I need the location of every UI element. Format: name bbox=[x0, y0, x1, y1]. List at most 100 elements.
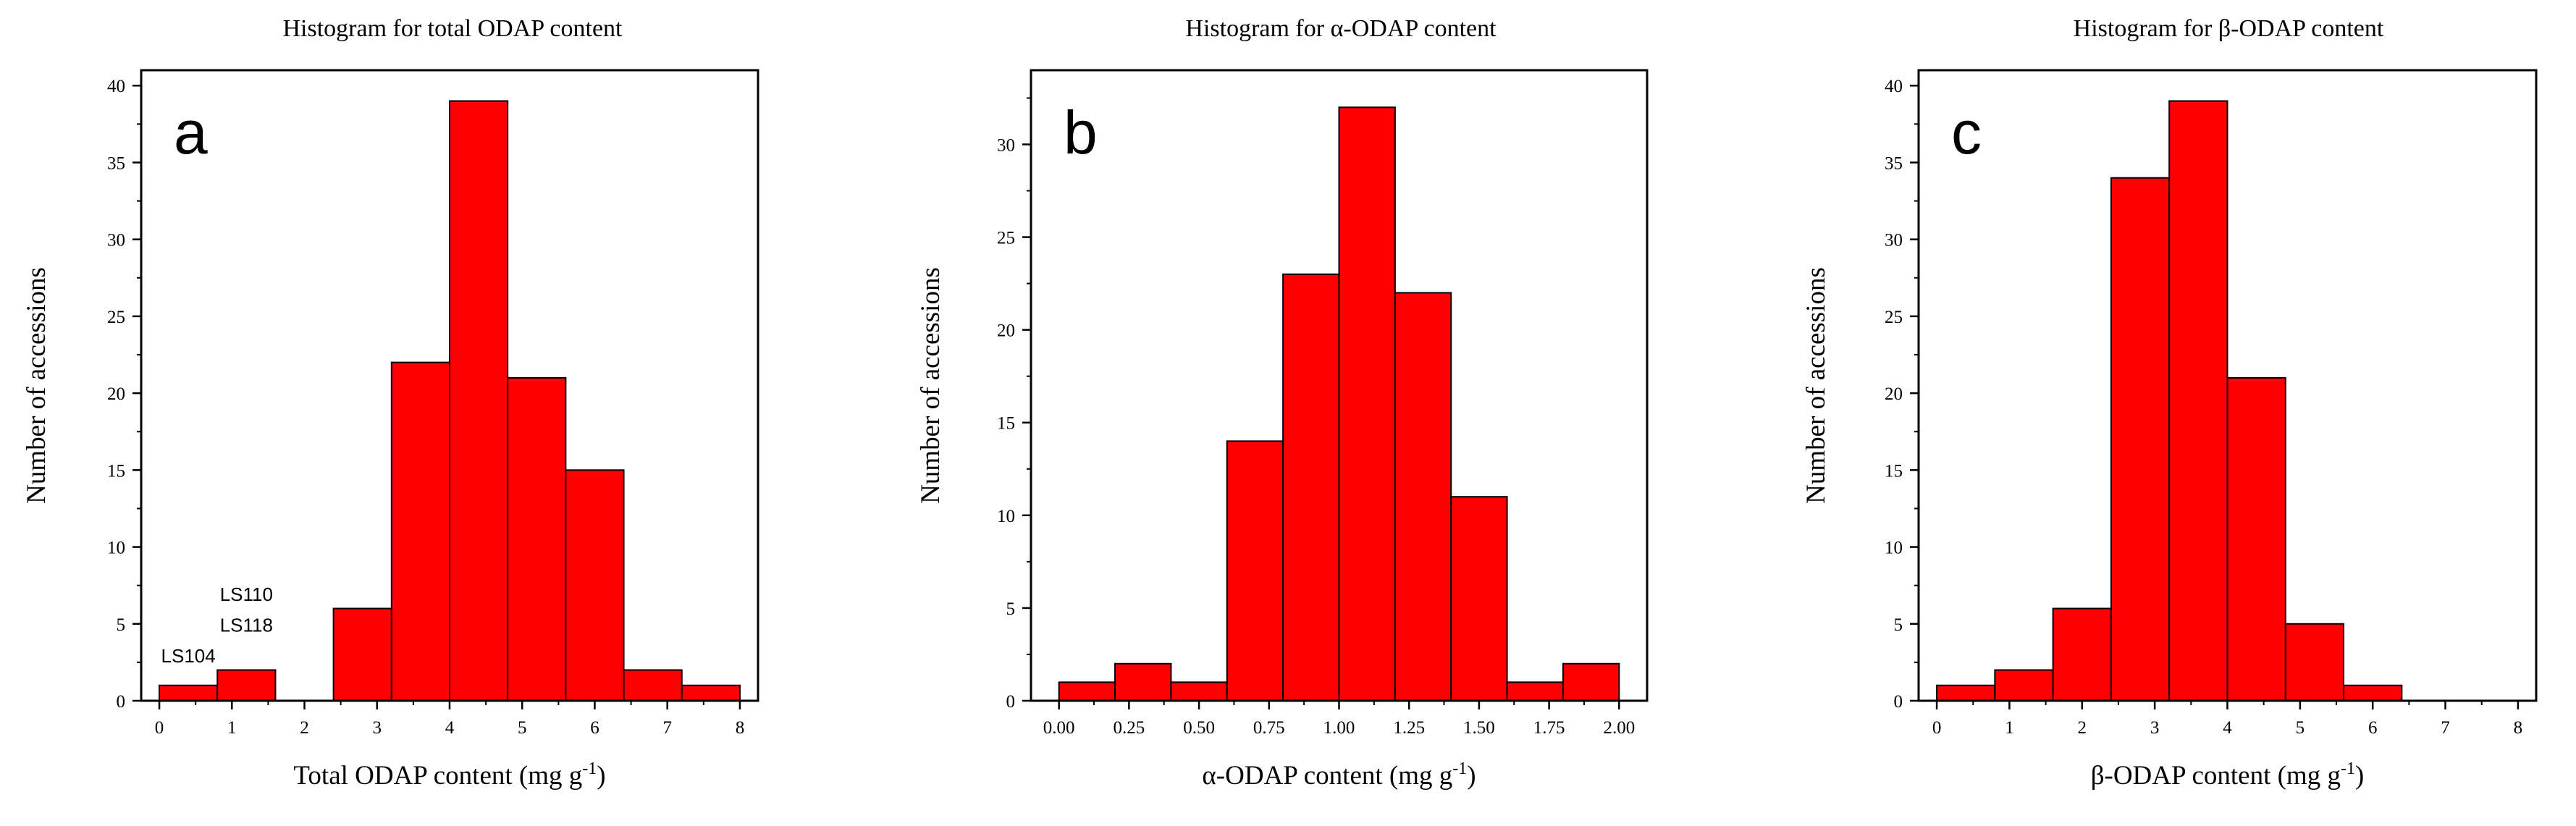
y-axis: 0 5 10 15 20 25 30 35 40 bbox=[107, 77, 141, 712]
chart-panel-c: Histogram for β-ODAP content051015202530… bbox=[1801, 15, 2538, 791]
x-axis-title-text: β-ODAP content (mg g bbox=[2091, 761, 2341, 791]
y-tick-label: 0 bbox=[117, 692, 126, 712]
y-tick-label: 35 bbox=[107, 153, 125, 173]
x-axis-title: Total ODAP content (mg g-1) bbox=[293, 759, 605, 791]
x-axis-title-sup: -1 bbox=[582, 759, 597, 778]
x-axis-title-end: ) bbox=[2355, 761, 2364, 791]
x-tick-label: 8 bbox=[736, 718, 745, 738]
y-tick-label: 10 bbox=[1885, 539, 1903, 558]
bar-series bbox=[1936, 100, 2403, 702]
histogram-bar bbox=[216, 669, 277, 702]
x-tick-label: 7 bbox=[2441, 718, 2450, 738]
histogram-bar bbox=[1282, 273, 1340, 701]
y-tick-label: 30 bbox=[1885, 231, 1903, 250]
x-tick-label: 6 bbox=[2368, 718, 2378, 738]
x-tick-label: 3 bbox=[373, 718, 382, 738]
x-axis: 0 1 2 3 4 5 6 7 8 bbox=[155, 701, 744, 738]
x-tick-label: 3 bbox=[2150, 718, 2160, 738]
histogram-bar bbox=[507, 376, 567, 701]
bar-annotation: LS110 bbox=[220, 583, 273, 605]
x-tick-label: 1.25 bbox=[1393, 718, 1425, 738]
x-tick-label: 2 bbox=[2078, 718, 2087, 738]
x-axis-title-text: Total ODAP content (mg g bbox=[293, 761, 582, 791]
y-tick-label: 40 bbox=[107, 77, 125, 96]
chart-title: Histogram for β-ODAP content bbox=[2074, 15, 2384, 42]
histogram-bar bbox=[1394, 292, 1452, 702]
x-tick-label: 1.00 bbox=[1323, 718, 1355, 738]
x-tick-label: 4 bbox=[2223, 718, 2232, 738]
histogram-bar bbox=[1506, 681, 1564, 701]
y-tick-label: 5 bbox=[1894, 615, 1903, 635]
histogram-bar bbox=[1450, 496, 1508, 701]
histogram-bar bbox=[1936, 684, 1996, 702]
y-tick-label: 40 bbox=[1885, 77, 1903, 96]
histogram-bar bbox=[1994, 669, 2054, 702]
histogram-bar bbox=[1338, 106, 1396, 701]
histogram-bar bbox=[1170, 681, 1228, 701]
x-tick-label: 0.25 bbox=[1114, 718, 1145, 738]
x-tick-label: 2 bbox=[300, 718, 309, 738]
chart-title: Histogram for total ODAP content bbox=[283, 15, 623, 42]
y-tick-label: 20 bbox=[1885, 384, 1903, 404]
histogram-bar bbox=[2226, 376, 2286, 701]
panel-label: a bbox=[174, 98, 208, 167]
x-axis: 0.00 0.25 0.50 0.75 1.00 1.25 1.50 1.75 2.00 bbox=[1043, 701, 1635, 738]
y-tick-label: 20 bbox=[107, 384, 125, 404]
bar-series bbox=[1058, 106, 1620, 702]
x-tick-label: 5 bbox=[2296, 718, 2305, 738]
histogram-bar bbox=[2168, 100, 2228, 702]
y-tick-label: 15 bbox=[997, 414, 1015, 434]
x-tick-label: 2.00 bbox=[1603, 718, 1635, 738]
x-tick-label: 8 bbox=[2514, 718, 2523, 738]
histogram-bar bbox=[449, 100, 509, 702]
x-axis-title: β-ODAP content (mg g-1) bbox=[2091, 759, 2365, 791]
panel-label: b bbox=[1064, 98, 1098, 167]
histogram-bar bbox=[159, 684, 219, 702]
y-tick-label: 15 bbox=[107, 461, 125, 481]
y-tick-label: 25 bbox=[997, 229, 1015, 248]
x-tick-label: 0 bbox=[1932, 718, 1942, 738]
chart-panel-b: Histogram for α-ODAP content 0 5 10 15 20 25 30… bbox=[916, 15, 1649, 791]
y-tick-label: 0 bbox=[1894, 692, 1903, 712]
y-tick-label: 5 bbox=[1006, 599, 1016, 619]
x-axis-title: α-ODAP content (mg g-1) bbox=[1202, 759, 1476, 791]
panel-label: c bbox=[1951, 98, 1982, 167]
histogram-bar bbox=[1562, 662, 1620, 702]
x-axis-title-text: α-ODAP content (mg g bbox=[1202, 761, 1452, 791]
x-tick-label: 1 bbox=[227, 718, 237, 738]
y-tick-label: 15 bbox=[1885, 461, 1903, 481]
histogram-bar bbox=[332, 607, 392, 701]
y-tick-label: 30 bbox=[997, 135, 1015, 155]
histogram-bar bbox=[390, 361, 450, 701]
histogram-bar bbox=[2343, 684, 2403, 702]
x-tick-label: 1.75 bbox=[1533, 718, 1565, 738]
y-tick-label: 30 bbox=[107, 231, 125, 250]
y-tick-label: 10 bbox=[997, 507, 1015, 526]
x-axis-title-sup: -1 bbox=[2341, 759, 2355, 778]
x-axis-title-end: ) bbox=[597, 761, 605, 791]
histogram-bar bbox=[2284, 623, 2345, 702]
y-tick-label: 5 bbox=[117, 615, 126, 635]
bar-annotation: LS118 bbox=[220, 614, 273, 636]
y-tick-label: 35 bbox=[1885, 153, 1903, 173]
y-tick-label: 25 bbox=[1885, 308, 1903, 327]
histogram-bar bbox=[1114, 662, 1172, 702]
x-tick-label: 7 bbox=[662, 718, 672, 738]
x-tick-label: 6 bbox=[590, 718, 599, 738]
histogram-bar bbox=[623, 669, 683, 702]
bar-annotation: LS104 bbox=[161, 645, 216, 667]
chart-panel-a: Histogram for total ODAP content05101520… bbox=[22, 15, 759, 791]
x-axis-title-sup: -1 bbox=[1452, 759, 1467, 778]
bar-series bbox=[159, 100, 741, 702]
x-axis-title-end: ) bbox=[1467, 761, 1476, 791]
x-tick-label: 1.50 bbox=[1463, 718, 1495, 738]
x-axis: 0 1 2 3 4 5 6 7 8 bbox=[1932, 701, 2522, 738]
histogram-bar bbox=[2110, 177, 2171, 701]
y-tick-label: 20 bbox=[997, 321, 1015, 341]
y-tick-label: 25 bbox=[107, 308, 125, 327]
y-axis: 0 5 10 15 20 25 30 35 40 bbox=[1885, 77, 1919, 712]
histogram-bar bbox=[565, 469, 625, 702]
histogram-bar bbox=[2052, 607, 2112, 701]
x-tick-label: 0.00 bbox=[1043, 718, 1075, 738]
